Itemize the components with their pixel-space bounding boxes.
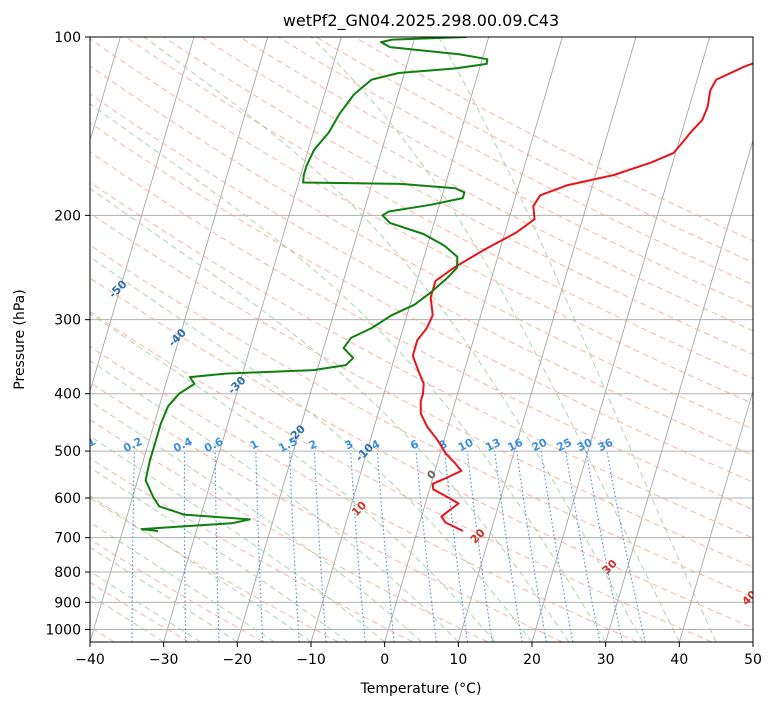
mixing-ratio-label: 30 <box>575 436 595 455</box>
dry-adiabat-line <box>90 65 753 430</box>
mixing-ratio-line <box>376 451 395 642</box>
y-axis-title: Pressure (hPa) <box>12 289 28 389</box>
mixing-ratio-line <box>350 451 366 642</box>
x-tick-label: 50 <box>744 652 762 668</box>
mixing-ratio-label: 16 <box>506 436 526 455</box>
y-tick-label: 500 <box>54 444 81 460</box>
mixing-ratio-label: 10 <box>456 436 476 455</box>
mixing-ratio-label: 13 <box>483 436 502 454</box>
mixing-ratio-line <box>466 451 493 642</box>
axes: −40 −30 −20 −10 0 10 20 30 40 50 100 200 300 400 500 60… <box>45 30 762 668</box>
isotherm-line <box>678 389 753 642</box>
x-tick-label: 0 <box>380 652 389 668</box>
moist-adiabat-line <box>309 37 680 642</box>
moist-adiabat-line <box>90 187 570 642</box>
isotherm-line <box>384 37 563 642</box>
dry-adiabat-line <box>90 311 712 642</box>
x-axis-title: Temperature (°C) <box>360 681 482 697</box>
isotherm-line <box>531 37 711 642</box>
y-tick-label: 700 <box>54 531 81 547</box>
dry-adiabat-line <box>90 244 753 598</box>
dry-adiabats <box>90 37 753 642</box>
mixing-ratio-line <box>585 451 623 642</box>
x-tick-label: 40 <box>670 652 688 668</box>
dry-adiabat-line <box>90 538 264 642</box>
y-tick-label: 900 <box>54 595 81 611</box>
chart-title: wetPf2_GN04.2025.298.00.09.C43 <box>283 11 559 31</box>
moist-adiabat-line <box>90 312 496 642</box>
x-tick-label: 30 <box>597 652 615 668</box>
isotherm-line <box>605 138 753 642</box>
mixing-ratio-line <box>444 451 469 642</box>
dry-adiabat-line <box>90 122 753 483</box>
isotherm-line <box>90 37 195 393</box>
mixing-ratio-label: 0.1 <box>74 435 97 455</box>
moist-adiabat-line <box>90 103 607 642</box>
y-tick-label: 300 <box>54 313 81 329</box>
isotherm-line <box>90 37 121 142</box>
plot-frame <box>89 36 754 643</box>
dry-adiabat-line <box>90 212 753 568</box>
moist-adiabat-line <box>437 37 717 642</box>
dry-adiabat-line <box>162 37 753 355</box>
profile-lines <box>140 37 753 532</box>
dry-adiabat-line <box>90 38 753 405</box>
moist-adiabat-line <box>90 256 533 642</box>
y-tick-label: 400 <box>54 387 81 403</box>
mixing-ratio-label: 25 <box>554 436 573 454</box>
mixing-ratio-line <box>415 451 437 642</box>
isotherm-line <box>163 37 342 642</box>
mixing-ratio-label: 36 <box>596 436 616 455</box>
dry-adiabat-line <box>90 581 190 642</box>
y-tick-label: 1000 <box>45 622 81 638</box>
dry-adiabat-line <box>90 346 638 642</box>
y-tick-label: 200 <box>54 208 81 224</box>
dry-adiabat-line <box>200 37 753 332</box>
x-tick-label: −30 <box>149 652 179 668</box>
moist-adiabats <box>90 37 717 642</box>
mixing-ratio-label: 20 <box>530 436 550 455</box>
moist-adiabat-line <box>90 495 312 642</box>
mixing-ratio-line <box>606 451 646 642</box>
dry-adiabat-line <box>90 151 753 511</box>
moist-adiabat-line <box>90 360 459 642</box>
dry-adiabat-line <box>90 457 414 642</box>
mixing-ratio-line <box>516 451 547 642</box>
dry-adiabat-line <box>90 277 753 629</box>
isotherm-line <box>236 37 416 642</box>
y-tick-label: 800 <box>54 565 81 581</box>
isotherm-line <box>310 37 490 642</box>
moist-adiabat-line <box>90 466 349 642</box>
isotherm-line <box>457 37 637 642</box>
mixing-ratio-line <box>565 451 601 642</box>
y-tick-label: 100 <box>54 30 81 46</box>
x-tick-label: −40 <box>75 652 105 668</box>
mixing-ratio-lines <box>131 451 646 642</box>
dry-adiabat-line <box>90 181 753 539</box>
x-tick-label: 20 <box>523 652 541 668</box>
moist-adiabat-line <box>90 400 422 642</box>
y-tick-label: 600 <box>54 491 81 507</box>
mixing-ratio-line <box>494 451 523 642</box>
temperature-profile-line <box>411 62 753 532</box>
dry-adiabat-line <box>90 419 488 642</box>
plot-area: 0.10.20.40.611.52346810131620253036-100-… <box>74 37 753 642</box>
dewpoint-profile-line <box>140 37 489 532</box>
x-tick-label: −20 <box>223 652 253 668</box>
x-tick-label: −10 <box>296 652 326 668</box>
x-tick-label: 10 <box>449 652 467 668</box>
